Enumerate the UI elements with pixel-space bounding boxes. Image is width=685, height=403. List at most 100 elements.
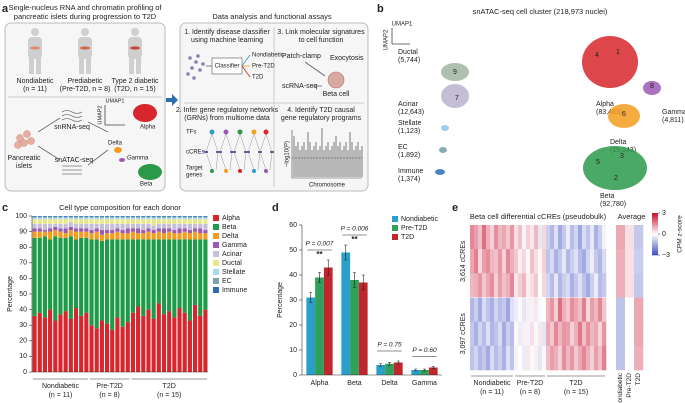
avg-cell <box>625 249 635 274</box>
bar-segment <box>110 233 115 240</box>
heat-cell <box>582 225 587 250</box>
panel-letter: a <box>2 3 9 15</box>
y-tick-label: 20 <box>19 338 27 345</box>
group-label: Nondiabetic <box>42 383 79 390</box>
avg-cell <box>616 321 626 347</box>
bar-segment <box>203 239 208 310</box>
x-tick-label: Beta <box>347 380 362 387</box>
bar-segment <box>146 217 151 220</box>
colorbar-label: CPM z-score <box>677 215 684 253</box>
legend-swatch <box>392 225 398 231</box>
heat-cell <box>494 273 499 298</box>
bar-segment <box>99 320 104 372</box>
bar-segment <box>120 217 125 220</box>
colorbar-step <box>652 227 658 229</box>
colorbar-step <box>652 248 658 250</box>
islet-icon <box>23 130 31 138</box>
heat-cell <box>550 321 555 347</box>
legend-label: Nondiabetic <box>401 216 438 223</box>
bar-segment <box>167 216 172 218</box>
heat-cell <box>482 297 487 322</box>
heat-cell <box>526 321 531 347</box>
bar-segment <box>177 233 182 240</box>
heat-cell <box>582 321 587 347</box>
heat-cell <box>586 297 591 322</box>
bar-segment <box>53 223 58 227</box>
exo-label: Exocytosis <box>330 55 364 62</box>
bar-segment <box>167 239 172 312</box>
colorbar-step <box>652 225 658 228</box>
bar-segment <box>63 233 68 238</box>
bar-segment <box>94 328 99 372</box>
cluster-blob <box>582 36 638 88</box>
bar-segment <box>177 223 182 229</box>
average-column-label: Pre-T2D <box>626 373 633 398</box>
heat-cell <box>566 225 571 250</box>
bar-segment <box>161 216 167 218</box>
heat-cell <box>586 249 591 274</box>
heat-cell <box>498 249 503 274</box>
axis-label: −log10(P) <box>285 141 291 167</box>
heat-cell <box>494 225 499 250</box>
bar-segment <box>151 233 156 240</box>
avg-cell <box>625 345 635 371</box>
colorbar-step <box>652 213 658 215</box>
bar-segment <box>99 223 104 231</box>
heat-cell <box>514 345 519 371</box>
heat-cell <box>478 345 483 371</box>
group-n: (n = 8) <box>520 389 540 396</box>
group-label: Pre-T2D <box>96 383 122 390</box>
bar-segment <box>37 312 42 372</box>
heat-cell <box>566 345 571 371</box>
edge <box>205 133 219 171</box>
heat-cell <box>490 345 495 371</box>
umap-blob <box>119 158 125 162</box>
bar-segment <box>37 216 42 217</box>
error-bar <box>309 292 313 303</box>
bar-segment <box>136 219 141 224</box>
bar-segment <box>89 230 94 234</box>
heat-cell <box>518 297 523 322</box>
heat-cell <box>578 297 583 322</box>
legend-swatch <box>392 216 398 222</box>
heat-cell <box>554 273 559 298</box>
y-tick-label: 100 <box>15 213 27 220</box>
cluster-name: Alpha <box>596 101 614 108</box>
heat-cell <box>518 249 523 274</box>
cluster-blob <box>643 81 661 95</box>
error-bar <box>388 361 391 366</box>
colorbar-step <box>652 252 658 254</box>
colorbar-step <box>652 220 658 222</box>
cluster-id: 5 <box>596 159 600 166</box>
umap-blob <box>138 164 162 180</box>
heat-cell <box>602 225 607 250</box>
panel-title: snATAC-seq cell cluster (218,973 nuclei) <box>473 7 608 16</box>
bar-segment <box>68 216 73 217</box>
heat-cell <box>602 345 607 371</box>
bar <box>315 277 324 375</box>
donor-leg <box>79 58 84 74</box>
group-n: (n = 8) <box>99 392 119 399</box>
bar-segment <box>125 217 130 220</box>
axis-label: UMAP1 <box>392 22 413 28</box>
heat-cell <box>474 249 479 274</box>
bar-segment <box>130 216 136 217</box>
avg-cell <box>625 321 635 347</box>
heat-cell <box>554 345 559 371</box>
bar-segment <box>125 322 130 372</box>
ccre-node <box>218 151 222 153</box>
step-title: 1. Identify disease classifier <box>184 29 270 36</box>
colorbar-step <box>652 214 658 217</box>
heat-cell <box>474 273 479 298</box>
bar-segment <box>48 217 53 220</box>
heat-cell <box>510 249 515 274</box>
bar-segment <box>32 219 37 224</box>
bar-segment <box>42 236 48 318</box>
bar-segment <box>203 223 208 231</box>
bar-segment <box>172 233 177 240</box>
bar-segment <box>146 216 151 218</box>
bar-segment <box>110 216 115 217</box>
heat-cell <box>522 345 527 371</box>
x-tick-label: Alpha <box>311 380 329 387</box>
heat-cell <box>530 345 535 371</box>
